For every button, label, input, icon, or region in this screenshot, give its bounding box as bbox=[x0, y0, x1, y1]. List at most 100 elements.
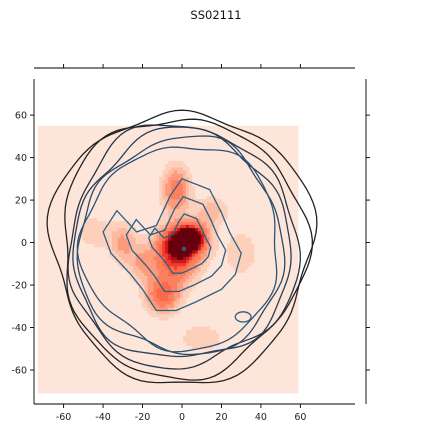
density-cell bbox=[174, 240, 178, 245]
density-cell bbox=[182, 170, 187, 174]
y-tick-label: 40 bbox=[15, 153, 27, 164]
density-cell bbox=[191, 224, 196, 229]
density-cell bbox=[165, 189, 169, 194]
density-cell bbox=[129, 240, 134, 245]
density-cell bbox=[200, 262, 205, 267]
density-cell bbox=[177, 192, 181, 197]
density-cell bbox=[197, 246, 202, 251]
density-cell bbox=[194, 259, 199, 264]
density-cell bbox=[165, 237, 169, 241]
density-cell bbox=[168, 179, 172, 184]
density-cell bbox=[126, 262, 131, 267]
density-cell bbox=[182, 186, 187, 190]
density-cell bbox=[233, 246, 237, 251]
density-cell bbox=[165, 294, 169, 299]
density-cell bbox=[230, 259, 234, 264]
density-cell bbox=[114, 249, 119, 254]
density-cell bbox=[245, 262, 249, 267]
density-cell bbox=[147, 265, 151, 270]
density-cell bbox=[209, 243, 213, 248]
density-cell bbox=[209, 336, 213, 340]
density-cell bbox=[182, 199, 187, 203]
x-tick-label: -60 bbox=[56, 412, 72, 423]
density-cell bbox=[206, 205, 211, 209]
density-cell bbox=[141, 294, 145, 299]
density-cell bbox=[147, 291, 151, 296]
density-cell bbox=[212, 230, 216, 235]
density-cell bbox=[182, 208, 187, 213]
density-cell bbox=[200, 265, 205, 270]
density-cell bbox=[168, 246, 172, 251]
density-cell bbox=[200, 332, 205, 337]
density-cell bbox=[185, 259, 190, 264]
density-cell bbox=[159, 183, 163, 187]
density-cell bbox=[233, 256, 237, 260]
density-cell bbox=[162, 205, 166, 209]
density-cell bbox=[111, 246, 116, 251]
density-cell bbox=[212, 329, 216, 334]
density-cell bbox=[165, 170, 169, 174]
density-cell bbox=[123, 253, 128, 257]
density-cell bbox=[197, 208, 202, 213]
density-cell bbox=[117, 256, 122, 260]
density-cell bbox=[171, 300, 175, 305]
density-cell bbox=[162, 307, 166, 311]
density-cell bbox=[174, 249, 178, 254]
density-cell bbox=[242, 265, 246, 270]
density-cell bbox=[108, 243, 113, 248]
density-cell bbox=[147, 275, 151, 280]
density-cell bbox=[159, 281, 163, 286]
density-cell bbox=[114, 240, 119, 245]
density-cell bbox=[212, 336, 216, 340]
density-cell bbox=[100, 230, 104, 235]
density-cell bbox=[177, 218, 181, 222]
density-cell bbox=[194, 278, 199, 283]
density-cell bbox=[171, 246, 175, 251]
density-cell bbox=[150, 294, 154, 299]
density-cell bbox=[221, 202, 225, 206]
density-cell bbox=[171, 163, 175, 168]
density-cell bbox=[120, 237, 125, 241]
density-cell bbox=[162, 218, 166, 222]
density-cell bbox=[248, 262, 252, 267]
density-cell bbox=[168, 278, 172, 283]
density-cell bbox=[194, 339, 199, 343]
density-cell bbox=[162, 291, 166, 296]
density-cell bbox=[236, 253, 240, 257]
density-cell bbox=[111, 240, 116, 245]
density-cell bbox=[162, 189, 166, 194]
density-cell bbox=[185, 205, 190, 209]
contour-line-outer bbox=[72, 126, 292, 358]
density-cell bbox=[153, 227, 157, 232]
density-cell bbox=[182, 281, 187, 286]
density-cell bbox=[174, 246, 178, 251]
density-cell bbox=[188, 243, 193, 248]
density-cell bbox=[162, 246, 166, 251]
density-cell bbox=[147, 269, 151, 273]
density-cell bbox=[180, 183, 184, 187]
density-cell bbox=[171, 304, 175, 308]
density-cell bbox=[153, 294, 157, 299]
x-tick-label: 40 bbox=[255, 412, 267, 423]
density-cell bbox=[132, 237, 137, 241]
density-cell bbox=[180, 227, 184, 232]
density-cell bbox=[144, 240, 148, 245]
density-cell bbox=[111, 227, 116, 232]
density-cell bbox=[156, 291, 160, 296]
density-cell bbox=[171, 291, 175, 296]
density-cell bbox=[248, 259, 252, 264]
density-cell bbox=[171, 199, 175, 203]
density-cell bbox=[88, 224, 92, 229]
density-cell bbox=[126, 249, 131, 254]
density-cell bbox=[203, 214, 208, 219]
density-cell bbox=[191, 186, 196, 190]
density-cell bbox=[162, 214, 166, 219]
y-tick-label: 60 bbox=[15, 111, 27, 122]
density-cell bbox=[162, 316, 166, 321]
density-cell bbox=[185, 294, 190, 299]
density-cell bbox=[245, 256, 249, 260]
density-cell bbox=[156, 243, 160, 248]
density-cell bbox=[141, 281, 145, 286]
density-cell bbox=[168, 176, 172, 181]
density-cell bbox=[171, 307, 175, 311]
